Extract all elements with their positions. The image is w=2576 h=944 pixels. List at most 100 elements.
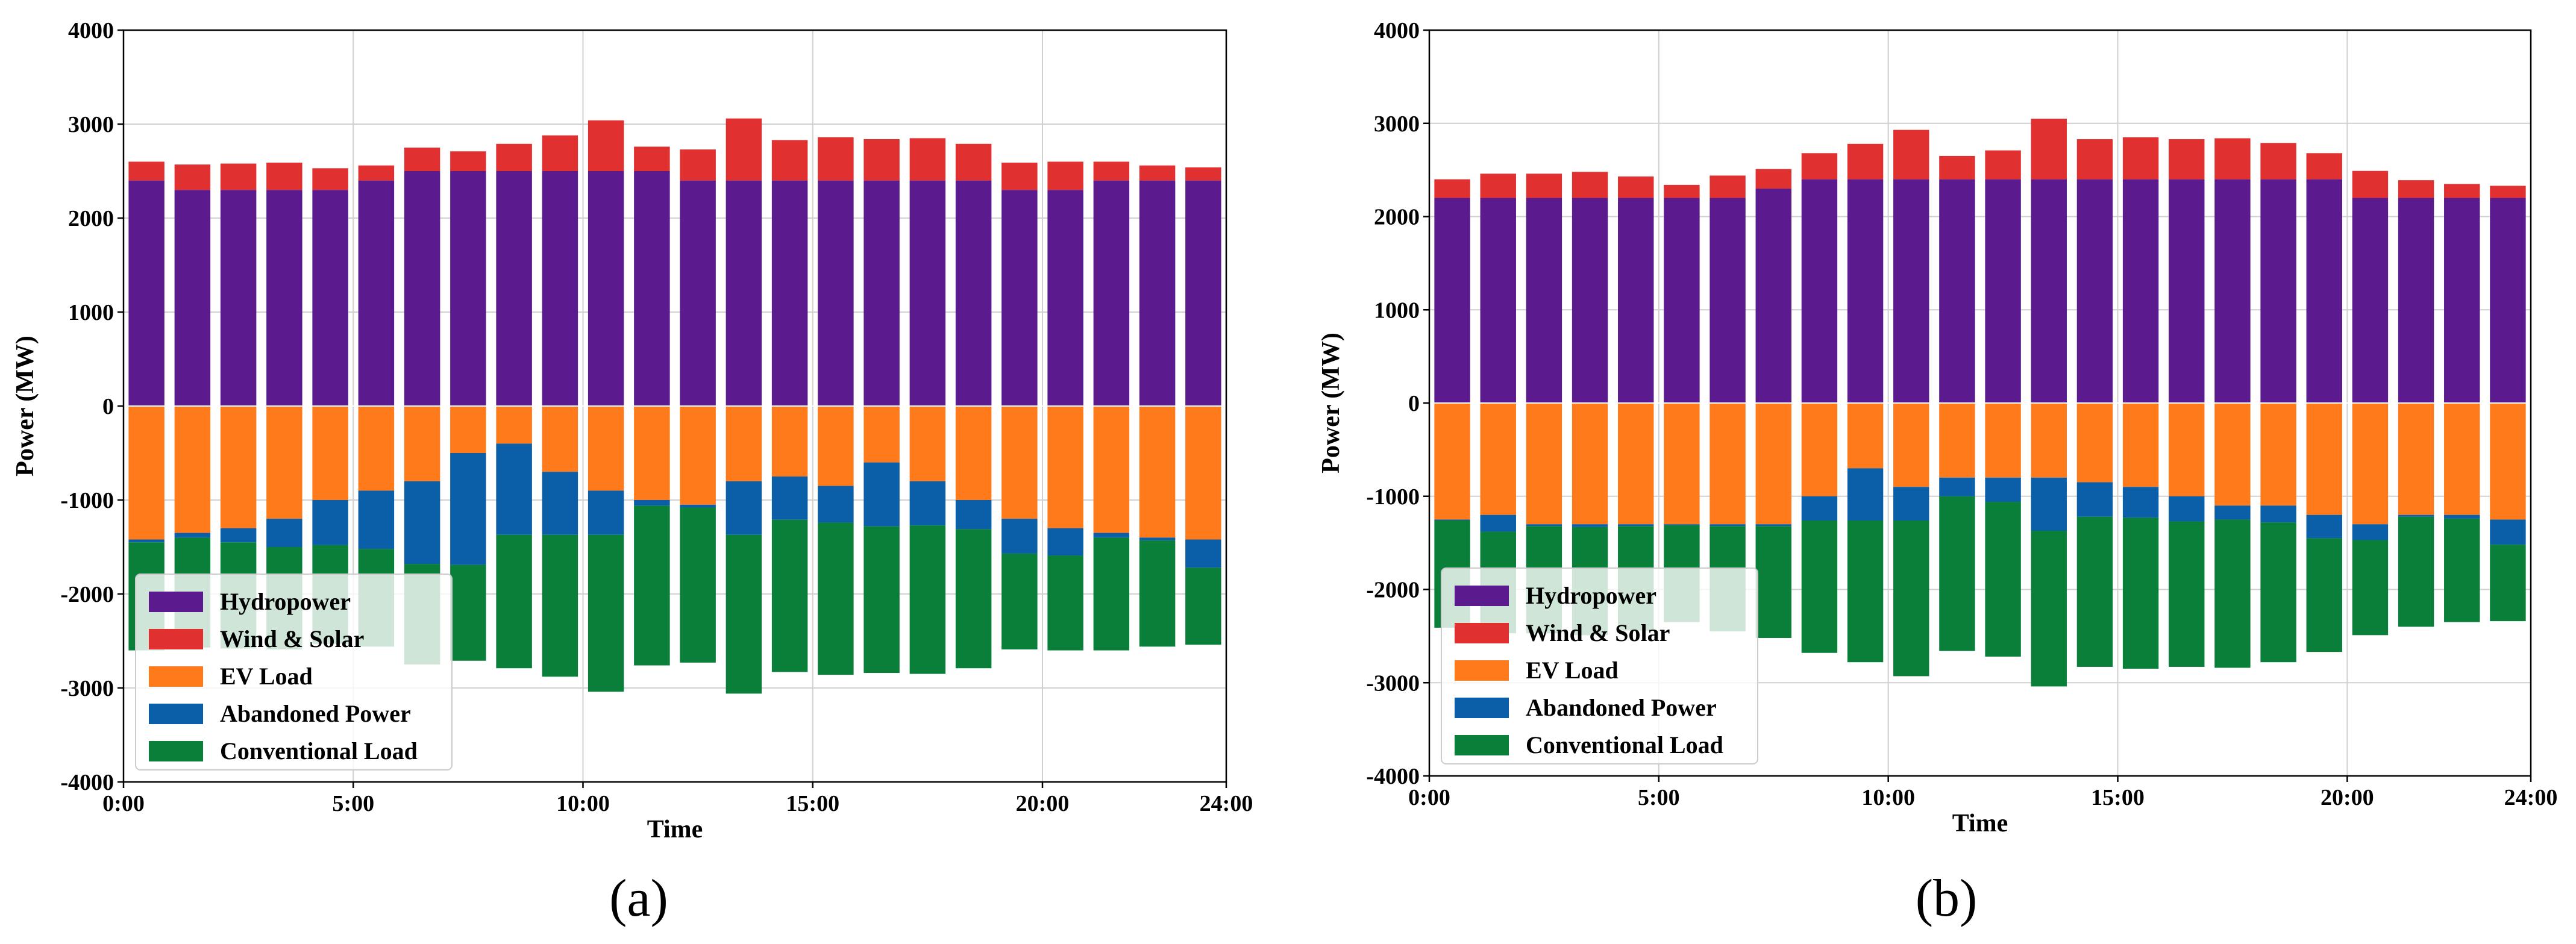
bar-hydro [1047,190,1083,406]
y-axis-label: Power (MW) [11,336,39,477]
legend-label: Conventional Load [220,737,418,764]
bar-conventional [1001,553,1038,650]
bar-wind-solar [1139,165,1176,181]
bar-hydro [1893,179,1929,403]
bar-wind-solar [2260,143,2296,180]
bar-wind-solar [450,151,486,171]
bar-hydro [1526,198,1562,403]
y-axis-label: Power (MW) [1317,333,1345,474]
bar-wind-solar [771,140,808,181]
bar-abandoned [220,528,257,543]
bar-wind-solar [1001,162,1038,190]
legend-label: Wind & Solar [1526,619,1670,646]
bar-hydro [2169,179,2205,403]
bar-wind-solar [1047,161,1083,190]
bar-abandoned [2169,496,2205,522]
bar-hydro [1572,198,1608,403]
bar-conventional [771,519,808,672]
bar-wind-solar [1093,161,1130,181]
legend-swatch-hydro [149,592,203,612]
bar-abandoned [1185,539,1221,568]
x-tick-label: 0:00 [1408,785,1450,810]
bar-ev [2214,403,2251,506]
bar-ev [1185,406,1221,540]
x-tick-label: 10:00 [1861,785,1915,810]
bar-hydro [1093,180,1130,406]
bar-abandoned [1664,524,1700,525]
bar-wind-solar [1939,155,1975,180]
bar-conventional [2352,540,2389,636]
bar-wind-solar [2306,153,2342,180]
chart-panel-b: -4000 -3000 -2000 -1000 0 1000 2000 3000 4000 0:0… [1317,18,2557,928]
bar-wind-solar [1480,173,1516,198]
bar-abandoned [1755,524,1791,527]
panel-label: (b) [1916,869,1978,928]
bar-hydro [1185,180,1221,406]
bar-conventional [818,522,854,675]
bar-hydro [2306,179,2342,403]
bar-abandoned [2214,505,2251,520]
y-tick-label: -4000 [60,770,114,795]
bar-conventional [863,526,900,674]
y-tick-label: 2000 [1374,205,1420,230]
bar-wind-solar [725,118,762,181]
legend: Hydropower Wind & Solar EV Load Abandoned P… [1441,567,1758,764]
bar-ev [404,406,440,481]
bar-wind-solar [2031,119,2067,180]
bar-wind-solar [588,120,624,171]
x-tick-label: 5:00 [1638,785,1680,810]
bar-conventional [1801,520,1838,653]
bar-hydro [1985,179,2021,403]
y-tick-label: 3000 [1374,111,1420,137]
bar-wind-solar [312,168,348,190]
bar-wind-solar [2490,186,2526,198]
bar-ev [2122,403,2159,487]
bar-hydro [128,180,165,406]
x-axis-label: Time [1952,810,2008,837]
bar-ev [1709,403,1746,525]
bar-ev [312,406,348,500]
legend-box [135,574,453,771]
bar-hydro [358,180,395,406]
bar-wind-solar [1572,172,1608,198]
bar-hydro [2076,179,2113,403]
legend-box [1441,567,1758,764]
bar-wind-solar [1618,176,1654,198]
bar-wind-solar [2398,180,2434,198]
bar-ev [634,406,670,500]
bar-abandoned [725,481,762,535]
bar-ev [771,406,808,477]
bar-abandoned [312,500,348,545]
bar-conventional [909,525,946,674]
bar-conventional [2398,516,2434,627]
bar-ev [128,406,165,540]
bar-conventional [588,534,624,692]
legend-swatch-ev [149,666,203,687]
bar-wind-solar [1664,184,1700,198]
y-tick-label: -4000 [1366,764,1420,789]
legend-swatch-hydro [1455,586,1509,606]
bar-ev [2398,403,2434,515]
legend-swatch-wind-solar [1455,623,1509,643]
legend-label: Hydropower [220,588,351,615]
bar-wind-solar [404,148,440,171]
bar-ev [1893,403,1929,487]
bar-wind-solar [220,163,257,190]
bar-hydro [404,171,440,406]
bar-wind-solar [1185,167,1221,181]
bar-ev [220,406,257,528]
y-tick-label: 2000 [68,206,114,231]
bar-wind-solar [2076,139,2113,180]
bar-wind-solar [634,146,670,171]
bar-ev [2444,403,2480,515]
bar-ev [174,406,211,533]
bar-hydro [2444,198,2480,403]
bar-abandoned [450,453,486,565]
bar-ev [450,406,486,453]
x-axis-label: Time [647,816,703,843]
bar-ev [1139,406,1176,538]
bar-abandoned [2260,505,2296,523]
bar-wind-solar [2122,137,2159,180]
bar-ev [358,406,395,491]
bar-abandoned [2398,514,2434,517]
